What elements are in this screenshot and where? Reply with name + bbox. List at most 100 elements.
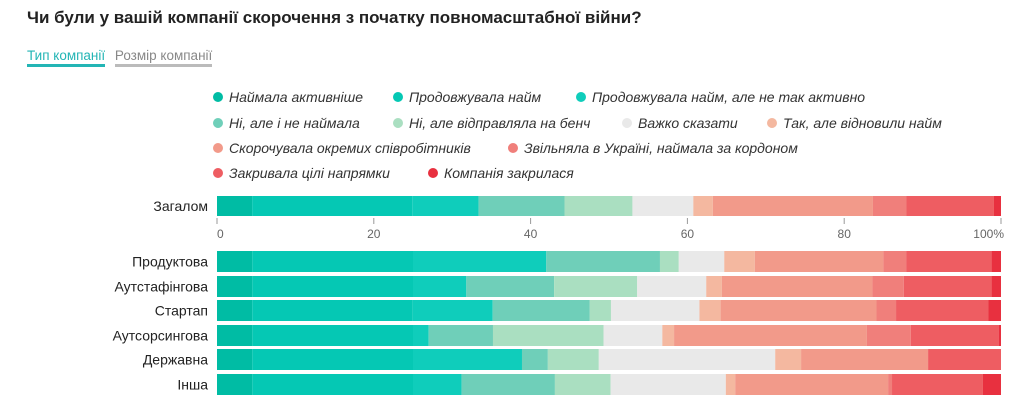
legend-label: Продовжувала найм [409, 89, 542, 105]
bar-segment [998, 325, 1001, 346]
legend-label: Наймала активніше [229, 89, 363, 105]
tick-label: 0 [217, 227, 224, 241]
bar-segment [991, 251, 1001, 272]
legend-label: Ні, але відправляла на бенч [409, 115, 590, 131]
bar-segment [910, 325, 999, 346]
bar-segment [412, 196, 479, 216]
bar-segment [674, 325, 867, 346]
bar-segment [413, 251, 547, 272]
bar-segment [872, 276, 904, 297]
bar-segment [735, 374, 889, 395]
legend-swatch [428, 168, 438, 178]
bar-segment [546, 251, 660, 272]
tab-bar: Тип компанії Розмір компанії [27, 48, 218, 67]
bar-segment [724, 251, 755, 272]
bar-segment [252, 276, 413, 297]
row-label: Аутсорсингова [113, 328, 209, 344]
bar-segment [252, 251, 413, 272]
bar-segment [693, 196, 713, 216]
legend-label: Закривала цілі напрямки [229, 165, 390, 181]
legend-swatch [767, 118, 777, 128]
bar-segment [478, 196, 565, 216]
tick-label: 40 [524, 227, 538, 241]
bar-segment [589, 300, 611, 321]
legend-label: Компанія закрилася [444, 165, 574, 181]
bar-segment [413, 276, 467, 297]
bar-segment [217, 325, 253, 346]
bar-segment [725, 374, 736, 395]
bar-segment [252, 349, 413, 370]
bar-segment [632, 196, 694, 216]
tick-label: 100% [973, 227, 1004, 241]
bar-segment [903, 276, 992, 297]
tab-company-size[interactable]: Розмір компанії [114, 48, 213, 67]
bar-segment [217, 349, 253, 370]
legend-swatch [213, 168, 223, 178]
bar-segment [217, 276, 253, 297]
legend-swatch [393, 92, 403, 102]
bar-segment [428, 325, 493, 346]
tab-company-type[interactable]: Тип компанії [27, 48, 106, 67]
chart-title: Чи були у вашій компанії скорочення з по… [27, 8, 642, 27]
bar-segment [461, 374, 555, 395]
row-label: Інша [177, 377, 208, 393]
bar-segment [603, 325, 663, 346]
bar-segment [662, 325, 675, 346]
legend-label: Продовжувала найм, але не так активно [592, 89, 865, 105]
bar-segment [720, 300, 877, 321]
row-label: Стартап [155, 303, 208, 319]
bar-segment [896, 300, 989, 321]
bar-segment [413, 374, 462, 395]
bar-segment [217, 374, 253, 395]
bar-segment [252, 374, 413, 395]
bar-segment [466, 276, 555, 297]
tick-label: 80 [838, 227, 852, 241]
legend-label: Ні, але і не наймала [229, 115, 360, 131]
bar-segment [699, 300, 721, 321]
legend-swatch [393, 118, 403, 128]
bar-segment [598, 349, 776, 370]
bar-segment [872, 196, 907, 216]
row-label: Аутстафінгова [115, 279, 209, 295]
bar-segment [712, 196, 873, 216]
legend-swatch [622, 118, 632, 128]
bar-segment [252, 300, 413, 321]
bar-segment [521, 349, 548, 370]
bar-segment [982, 374, 1001, 395]
bar-segment [721, 276, 873, 297]
bar-segment [413, 349, 522, 370]
bar-segment [554, 374, 611, 395]
tick-label: 20 [367, 227, 381, 241]
legend-label: Скорочувала окремих співробітників [229, 140, 471, 156]
legend-swatch [213, 143, 223, 153]
bar-segment [883, 251, 907, 272]
bar-segment [412, 300, 493, 321]
bar-segment [678, 251, 725, 272]
bar-segment [876, 300, 897, 321]
bar-segment [413, 325, 429, 346]
legend-swatch [213, 92, 223, 102]
bar-segment [610, 374, 726, 395]
tick-label: 60 [681, 227, 695, 241]
bar-segment [775, 349, 802, 370]
legend-swatch [508, 143, 518, 153]
bar-segment [906, 196, 994, 216]
bar-segment [801, 349, 929, 370]
legend-label: Звільняла в Україні, наймала за кордоном [524, 140, 798, 156]
bar-segment [659, 251, 679, 272]
bar-segment [547, 349, 599, 370]
bar-segment [492, 300, 590, 321]
bar-segment [993, 196, 1001, 216]
row-label: Продуктова [132, 254, 208, 270]
bar-segment [492, 325, 604, 346]
legend-label: Важко сказати [638, 115, 738, 131]
bar-segment [252, 196, 413, 216]
bar-segment [706, 276, 722, 297]
legend-swatch [213, 118, 223, 128]
bar-segment [988, 300, 1001, 321]
bar-segment [754, 251, 884, 272]
row-label: Державна [143, 352, 208, 368]
bar-segment [252, 325, 413, 346]
bar-segment [906, 251, 992, 272]
bar-segment [217, 300, 253, 321]
